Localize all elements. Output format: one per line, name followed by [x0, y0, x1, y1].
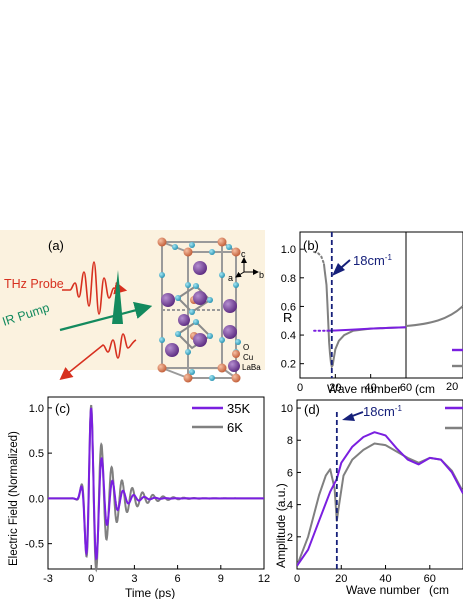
- panel-d-xlabel-suffix: (cm: [429, 583, 449, 597]
- y-tick-label: 10: [281, 403, 293, 415]
- panel-d-frame: [296, 399, 463, 570]
- y-tick-label: 8: [287, 435, 293, 447]
- panel-d-annotation-sup: -1: [395, 404, 403, 413]
- panel-d-annotation-text: 18cm: [363, 404, 395, 419]
- panel-d-ticks: 0 20 40 60 2 4 6 8 10: [281, 403, 436, 585]
- y-tick-label: 4: [287, 500, 293, 512]
- legend-o-label: O: [243, 343, 249, 352]
- x-tick-label: 60: [400, 382, 412, 394]
- y-tick-label: 6: [287, 467, 293, 479]
- panel-b-annotation: 18cm-1: [353, 253, 392, 268]
- panel-b-annotation-arrowhead: [332, 263, 345, 276]
- y-tick-label: 0.8: [281, 273, 296, 285]
- legend-cu-marker: [232, 350, 240, 358]
- panel-b-xlabel-suffix: (cm: [415, 382, 435, 396]
- legend-6k-label: 6K: [227, 420, 243, 435]
- series-dotted-line: [313, 251, 325, 265]
- thz-probe-label: THz Probe: [4, 277, 64, 291]
- panel-a: (a) THz Probe IR Pump: [0, 230, 265, 383]
- panel-c-plot: [48, 404, 264, 573]
- x-tick-label: 40: [365, 382, 377, 394]
- panel-b-label: (b): [303, 238, 319, 253]
- panel-b: 0 20 40 60 0.2 0.4 0.6 0.8 1.0 (b) R Wave number…: [281, 231, 463, 396]
- panel-c-xlabel: Time (ps): [125, 586, 175, 599]
- series-line-35k: [48, 407, 264, 561]
- panel-c-frame: [47, 396, 265, 570]
- panel-c-label: (c): [55, 401, 70, 416]
- x-tick-label: 20: [329, 382, 341, 394]
- panel-c: -3 0 3 6 9 12 -0.5 0.0 0.5 1.0 (c) 35K 6K Time (p…: [8, 396, 270, 599]
- legend-35k-label: 35K: [227, 401, 250, 416]
- series-line: [326, 326, 406, 332]
- panel-a-background: [0, 230, 265, 370]
- legend-laba-label: LaBa: [242, 363, 261, 372]
- x-tick-label: 60: [424, 573, 436, 585]
- y-tick-label: 1.0: [29, 403, 44, 415]
- x-tick-label: 3: [131, 573, 137, 585]
- x-tick-label: -3: [43, 573, 53, 585]
- panel-b-ticks: 0 20 40 60 0.2 0.4 0.6 0.8 1.0: [281, 244, 412, 394]
- panel-d: 0 20 40 60 2 4 6 8 10 (d) 18cm-1 Wave number (cm…: [274, 399, 463, 597]
- legend-o-marker: [235, 339, 241, 345]
- thz-probe-pulse: [62, 261, 128, 315]
- y-tick-label: 0.4: [281, 330, 296, 342]
- y-tick-label: 0.6: [281, 301, 296, 313]
- panel-b-plot: [313, 232, 406, 378]
- panel-d-annotation-arrowhead: [342, 413, 355, 421]
- x-tick-label: 0: [297, 382, 303, 394]
- panel-a-label: (a): [48, 238, 64, 253]
- y-tick-label: 0.5: [29, 448, 44, 460]
- panel-b-ylabel: R: [283, 310, 292, 325]
- panel-d-label: (d): [304, 402, 320, 417]
- series-line: [322, 263, 406, 370]
- series-line: [297, 442, 463, 567]
- ir-pump-beam: [59, 301, 153, 332]
- legend-laba-marker: [228, 360, 240, 372]
- y-tick-label: 0.2: [281, 359, 296, 371]
- panel-b-right-tick: 20: [446, 381, 458, 393]
- x-tick-label: 12: [258, 573, 270, 585]
- x-tick-label: 20: [335, 573, 347, 585]
- y-tick-label: 0.0: [29, 493, 44, 505]
- axis-a-label: a: [228, 273, 233, 283]
- panel-d-xlabel: Wave number: [346, 583, 420, 597]
- axis-b-label: b: [259, 270, 264, 280]
- panel-d-plot: [297, 412, 463, 569]
- x-tick-label: 6: [175, 573, 181, 585]
- crystal-axes: [235, 257, 259, 278]
- panel-b-annotation-text: 18cm: [353, 253, 385, 268]
- legend-cu-label: Cu: [243, 353, 253, 362]
- axis-c-label: c: [241, 249, 246, 259]
- y-tick-label: 1.0: [281, 244, 296, 256]
- x-tick-label: 0: [88, 573, 94, 585]
- atom-legend: O Cu LaBa: [228, 339, 261, 372]
- panel-b-frame: [299, 231, 463, 379]
- y-tick-label: 2: [287, 532, 293, 544]
- x-tick-label: 0: [294, 573, 300, 585]
- ir-pump-spike: [112, 270, 123, 324]
- series-line: [297, 431, 463, 567]
- panel-b-annotation-sup: -1: [385, 253, 393, 262]
- x-tick-label: 9: [218, 573, 224, 585]
- panel-b-xlabel: Wave number: [327, 382, 401, 396]
- x-tick-label: 40: [379, 573, 391, 585]
- crystal-atoms: [157, 237, 241, 383]
- panel-d-ylabel: Amplitude (a.u.): [274, 483, 288, 568]
- y-tick-label: -0.5: [25, 539, 44, 551]
- panel-c-ylabel: Electric Field (Normalized): [8, 431, 20, 566]
- panel-c-ticks: -3 0 3 6 9 12 -0.5 0.0 0.5 1.0: [25, 403, 270, 585]
- panel-d-annotation: 18cm-1: [363, 404, 402, 419]
- reflected-pulse: [59, 333, 137, 381]
- panel-b-right-curve: [405, 305, 463, 327]
